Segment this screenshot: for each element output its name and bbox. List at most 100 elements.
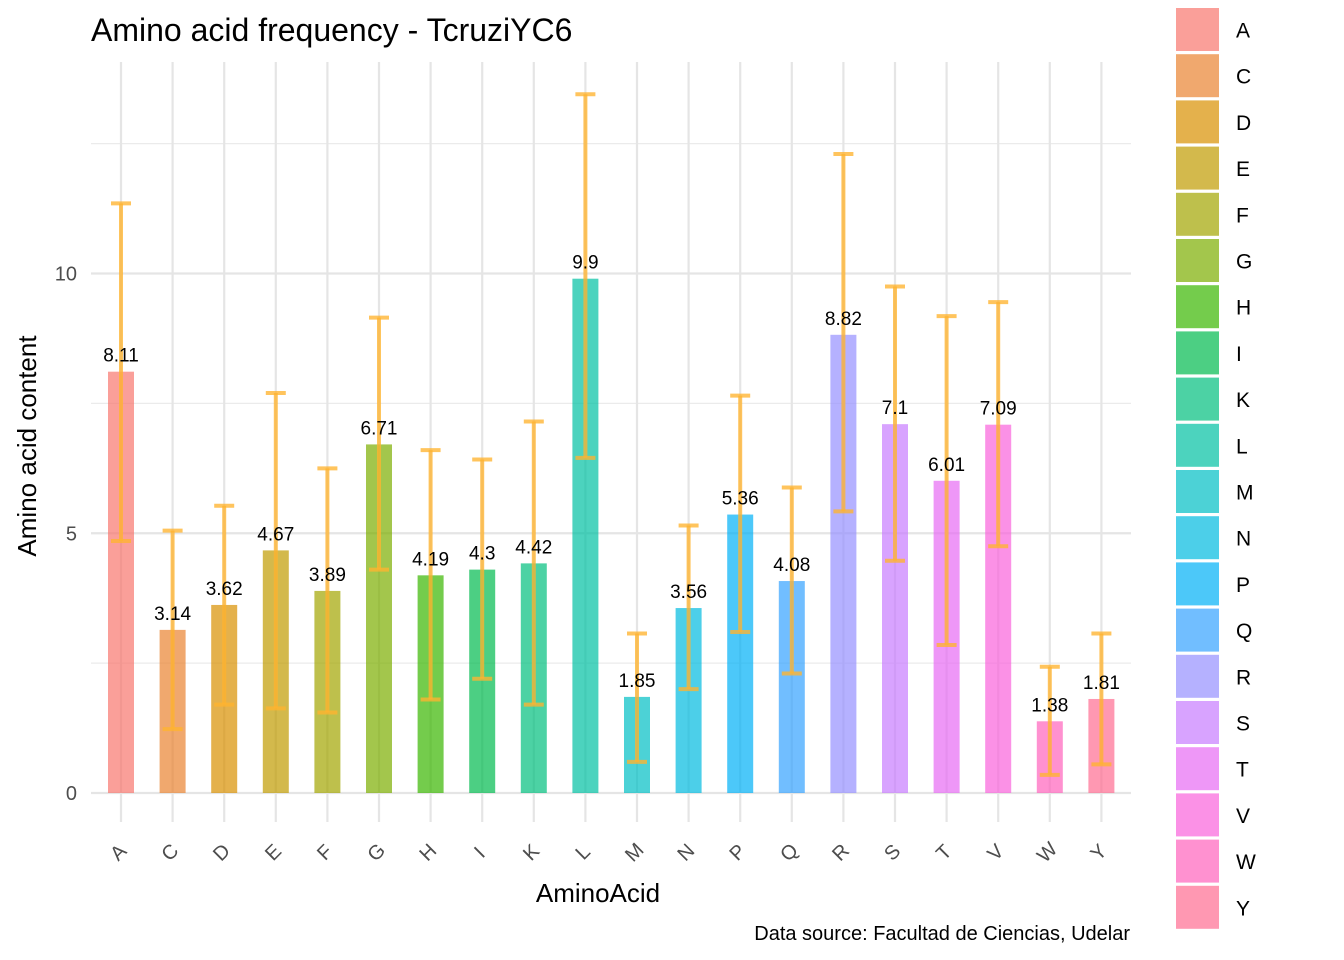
x-tick-label: Q bbox=[776, 839, 803, 866]
y-tick-label: 0 bbox=[66, 783, 77, 805]
legend-key-A bbox=[1176, 8, 1219, 51]
x-tick-label: D bbox=[209, 840, 235, 866]
legend-label: L bbox=[1236, 435, 1248, 458]
bar-value-label: 6.01 bbox=[928, 455, 965, 476]
legend-label: F bbox=[1236, 204, 1249, 227]
y-tick-label: 10 bbox=[55, 264, 77, 286]
y-axis-title: Amino acid content bbox=[12, 335, 42, 557]
legend-key-H bbox=[1176, 285, 1219, 329]
bar-value-label: 4.08 bbox=[773, 555, 810, 576]
x-tick-label: K bbox=[519, 840, 544, 865]
bar-value-label: 3.62 bbox=[206, 579, 243, 600]
legend-key-I bbox=[1176, 331, 1219, 375]
bar-value-label: 7.1 bbox=[882, 398, 908, 419]
legend-key-S bbox=[1176, 701, 1219, 744]
legend-label: G bbox=[1236, 251, 1252, 274]
legend-key-L bbox=[1176, 423, 1219, 467]
error-bar-G bbox=[369, 315, 389, 572]
legend-label: W bbox=[1236, 851, 1256, 874]
x-tick-label: W bbox=[1033, 838, 1062, 867]
error-bar-D bbox=[214, 503, 235, 707]
legend-label: I bbox=[1236, 343, 1242, 366]
legend-key-T bbox=[1176, 747, 1219, 791]
legend-label: Y bbox=[1236, 897, 1250, 920]
bar-value-label: 3.56 bbox=[670, 582, 707, 603]
legend-key-E bbox=[1176, 146, 1219, 190]
x-tick-label: N bbox=[673, 840, 699, 866]
error-bar-T bbox=[936, 314, 957, 647]
legend-key-P bbox=[1176, 562, 1219, 606]
error-bar-M bbox=[627, 631, 647, 764]
error-bar-L bbox=[575, 92, 596, 460]
y-tick-label: 5 bbox=[66, 523, 77, 545]
error-bar-H bbox=[420, 448, 441, 702]
bar-value-label: 3.14 bbox=[154, 604, 191, 625]
legend-label: K bbox=[1236, 389, 1250, 412]
legend-label: N bbox=[1236, 528, 1251, 551]
legend-key-C bbox=[1176, 54, 1219, 98]
error-bar-N bbox=[678, 523, 699, 692]
grid-lines bbox=[91, 62, 1131, 822]
legend-key-Y bbox=[1176, 885, 1219, 929]
x-tick-label: I bbox=[470, 843, 489, 862]
bar-value-label: 9.9 bbox=[572, 253, 598, 274]
bar-value-label: 4.67 bbox=[257, 524, 294, 545]
bar-value-label: 6.71 bbox=[361, 418, 398, 439]
legend-label: S bbox=[1236, 713, 1250, 736]
legend-label: C bbox=[1236, 66, 1251, 89]
legend-label: T bbox=[1236, 759, 1249, 782]
x-tick-label: P bbox=[725, 840, 750, 865]
chart-title: Amino acid frequency - TcruziYC6 bbox=[91, 12, 572, 48]
error-bar-Q bbox=[781, 485, 802, 676]
y-axis-ticks: 0 5 10 bbox=[55, 264, 77, 806]
legend-key-W bbox=[1176, 839, 1219, 883]
error-bar-E bbox=[265, 390, 286, 711]
bar-value-label: 1.81 bbox=[1083, 673, 1120, 694]
error-bars bbox=[111, 92, 1112, 777]
legend-key-Q bbox=[1176, 608, 1219, 652]
bar-value-label: 4.42 bbox=[515, 537, 552, 558]
x-tick-label: G bbox=[363, 839, 390, 866]
x-tick-label: T bbox=[932, 841, 956, 865]
bar-value-label: 5.36 bbox=[722, 489, 759, 510]
legend-label: Q bbox=[1236, 620, 1252, 643]
error-bar-V bbox=[988, 300, 1009, 549]
legend-key-N bbox=[1176, 516, 1219, 560]
x-tick-label: E bbox=[261, 840, 286, 865]
x-tick-label: V bbox=[983, 840, 1008, 865]
legend-label: V bbox=[1236, 805, 1250, 828]
legend-key-K bbox=[1176, 377, 1219, 421]
error-bar-C bbox=[162, 528, 183, 732]
bar-value-label: 7.09 bbox=[980, 399, 1017, 420]
error-bar-I bbox=[472, 457, 493, 681]
bar-value-label: 8.11 bbox=[103, 346, 139, 367]
bar-value-label: 4.19 bbox=[412, 549, 449, 570]
error-bar-F bbox=[317, 466, 338, 715]
legend-key-V bbox=[1176, 793, 1219, 837]
legend-label: H bbox=[1236, 297, 1251, 320]
x-axis-title: AminoAcid bbox=[536, 878, 660, 908]
x-tick-label: F bbox=[313, 841, 337, 865]
error-bar-R bbox=[833, 152, 854, 514]
bar-value-label: 3.89 bbox=[309, 565, 346, 586]
legend-key-G bbox=[1176, 239, 1219, 282]
legend-key-D bbox=[1176, 100, 1219, 144]
error-bar-S bbox=[885, 284, 905, 563]
x-tick-label: H bbox=[415, 840, 441, 866]
x-tick-label: Y bbox=[1087, 840, 1112, 865]
x-tick-label: S bbox=[880, 840, 905, 865]
error-bar-K bbox=[523, 419, 544, 707]
x-tick-label: A bbox=[106, 840, 131, 865]
x-tick-label: M bbox=[621, 839, 648, 866]
bar-value-label: 1.38 bbox=[1031, 695, 1068, 716]
error-bar-W bbox=[1039, 664, 1060, 777]
error-bar-P bbox=[730, 393, 751, 634]
bar-value-label: 4.3 bbox=[469, 544, 495, 565]
legend-label: A bbox=[1236, 20, 1250, 43]
x-tick-label: L bbox=[571, 841, 594, 864]
legend-key-R bbox=[1176, 654, 1219, 698]
legend-label: P bbox=[1236, 574, 1250, 597]
legend-label: D bbox=[1236, 112, 1251, 135]
